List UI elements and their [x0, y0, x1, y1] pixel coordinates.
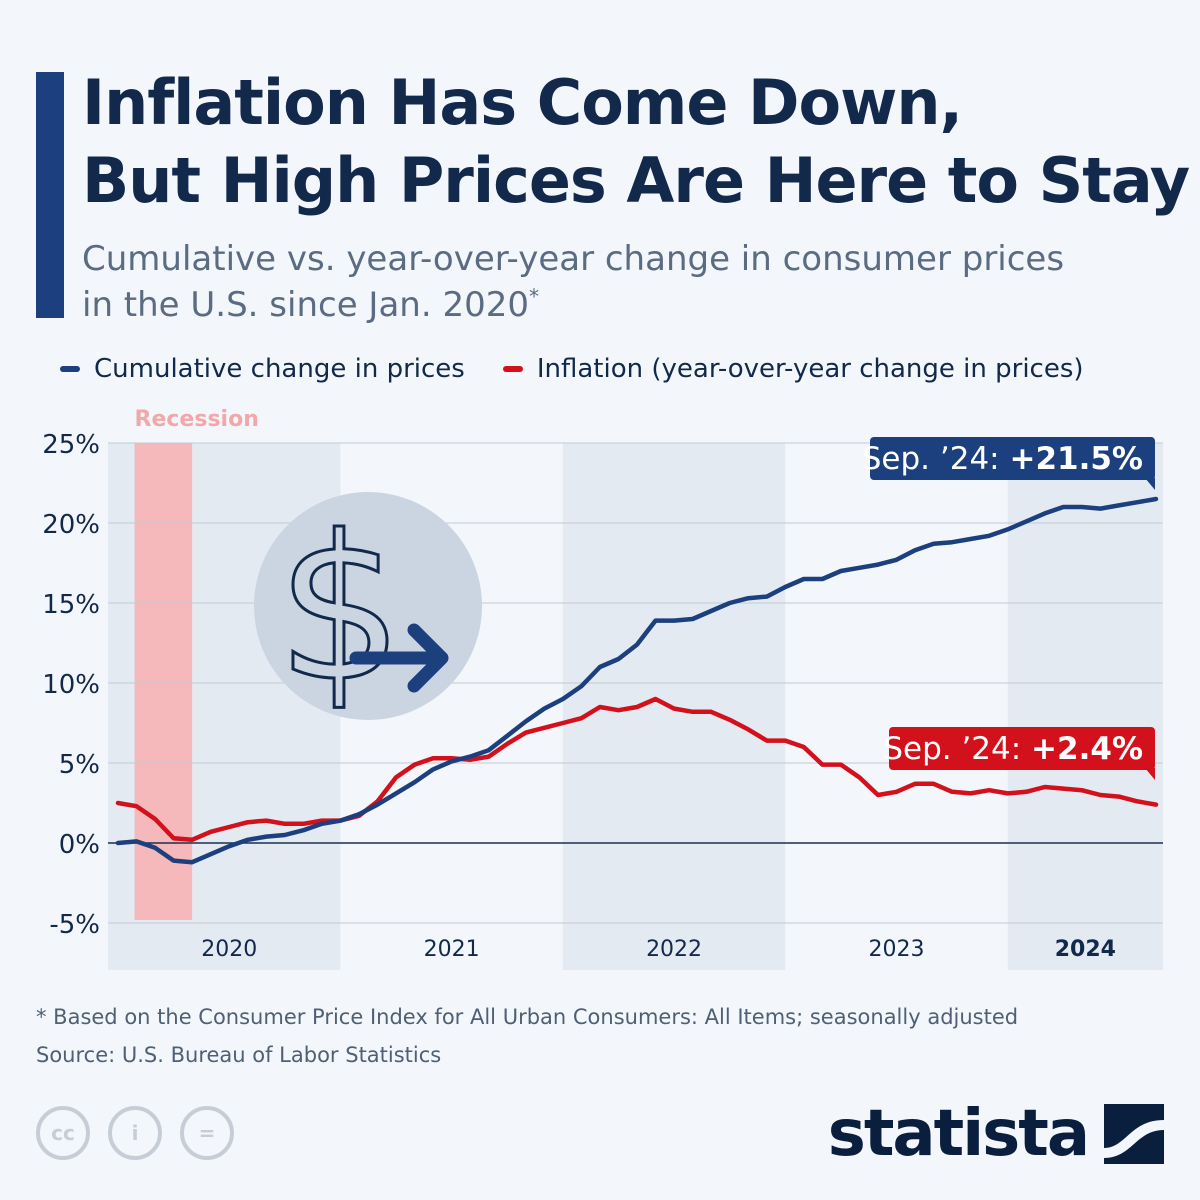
chart-subtitle: Cumulative vs. year-over-year change in …: [82, 236, 1182, 328]
subtitle-line-2: in the U.S. since Jan. 2020*: [82, 282, 1182, 328]
callout-box-cumulative: [870, 437, 1155, 480]
recession-label: Recession: [135, 407, 259, 432]
y-tick-label: 0%: [59, 830, 100, 860]
axis-labels: -5% 0% 5% 10% 15% 20% 25% 2020 2021 2022 2023 2024: [42, 430, 1116, 962]
subtitle-line-2-text: in the U.S. since Jan. 2020: [82, 285, 529, 325]
y-tick-label: 5%: [59, 750, 100, 780]
y-tick-label: 15%: [42, 590, 100, 620]
legend-item-inflation: Inflation (year-over-year change in pric…: [502, 354, 1084, 384]
callout-text-cumulative: Sep. ’24: +21.5%: [862, 441, 1143, 477]
title-line-2: But High Prices Are Here to Stay: [82, 144, 1190, 217]
dollar-illustration: $: [254, 492, 482, 728]
footnote-note: * Based on the Consumer Price Index for …: [36, 1005, 1019, 1029]
statista-logo: statista: [827, 1097, 1090, 1171]
series-lines: [115, 496, 1159, 865]
year-band-2024: [1007, 443, 1163, 970]
cc-icon: cc: [36, 1106, 90, 1160]
series-line-inflation: [115, 696, 1159, 843]
callout-value-inflation: +2.4%: [1031, 731, 1143, 767]
dollar-icon: $: [276, 493, 403, 726]
y-tick-label: 10%: [42, 670, 100, 700]
legend-swatch-cumulative: [60, 366, 80, 372]
legend-label-cumulative: Cumulative change in prices: [94, 354, 465, 384]
legend-label-inflation: Inflation (year-over-year change in pric…: [536, 354, 1084, 384]
callout-date-cumulative: Sep. ’24:: [862, 441, 1010, 477]
legend-swatch-inflation: [502, 366, 523, 372]
series-line-cumulative: [115, 496, 1159, 865]
y-tick-label: -5%: [49, 910, 100, 940]
subtitle-line-1: Cumulative vs. year-over-year change in …: [82, 239, 1065, 279]
license-icons: cc i =: [36, 1106, 252, 1160]
line-chart: Recession $ -5% 0% 5% 10% 15% 20% 25% 2020 2021 2…: [42, 407, 1163, 970]
x-year-label: 2023: [869, 937, 925, 962]
legend: Cumulative change in prices Inflation (y…: [60, 352, 1122, 386]
title-line-1: Inflation Has Come Down,: [82, 66, 963, 139]
end-callouts: Sep. ’24: +21.5%Sep. ’24: +2.4%: [862, 437, 1155, 780]
arrow-right-icon: [349, 623, 449, 693]
legend-item-cumulative: Cumulative change in prices: [60, 354, 465, 384]
recession-area: [134, 443, 193, 920]
callout-value-cumulative: +21.5%: [1009, 441, 1143, 477]
footnote-marker: *: [528, 284, 539, 309]
attribution-icon: i: [108, 1106, 162, 1160]
footnote: * Based on the Consumer Price Index for …: [36, 998, 1176, 1074]
footnote-source: Source: U.S. Bureau of Labor Statistics: [36, 1043, 442, 1067]
callout-pointer-cumulative: [1145, 478, 1155, 490]
x-year-label: 2024: [1055, 937, 1116, 962]
callout-date-inflation: Sep. ’24:: [883, 731, 1031, 767]
x-year-label: 2021: [424, 937, 480, 962]
y-tick-label: 25%: [42, 430, 100, 460]
no-derivatives-icon: =: [180, 1106, 234, 1160]
statista-mark-icon: [1104, 1104, 1164, 1164]
callout-pointer-inflation: [1145, 768, 1155, 780]
callout-box-inflation: [889, 727, 1155, 770]
callout-text-inflation: Sep. ’24: +2.4%: [883, 731, 1143, 767]
x-year-label: 2022: [646, 937, 702, 962]
y-tick-label: 20%: [42, 510, 100, 540]
accent-bar: [36, 72, 64, 318]
chart-title: Inflation Has Come Down, But High Prices…: [82, 64, 1192, 220]
x-year-label: 2020: [201, 937, 257, 962]
